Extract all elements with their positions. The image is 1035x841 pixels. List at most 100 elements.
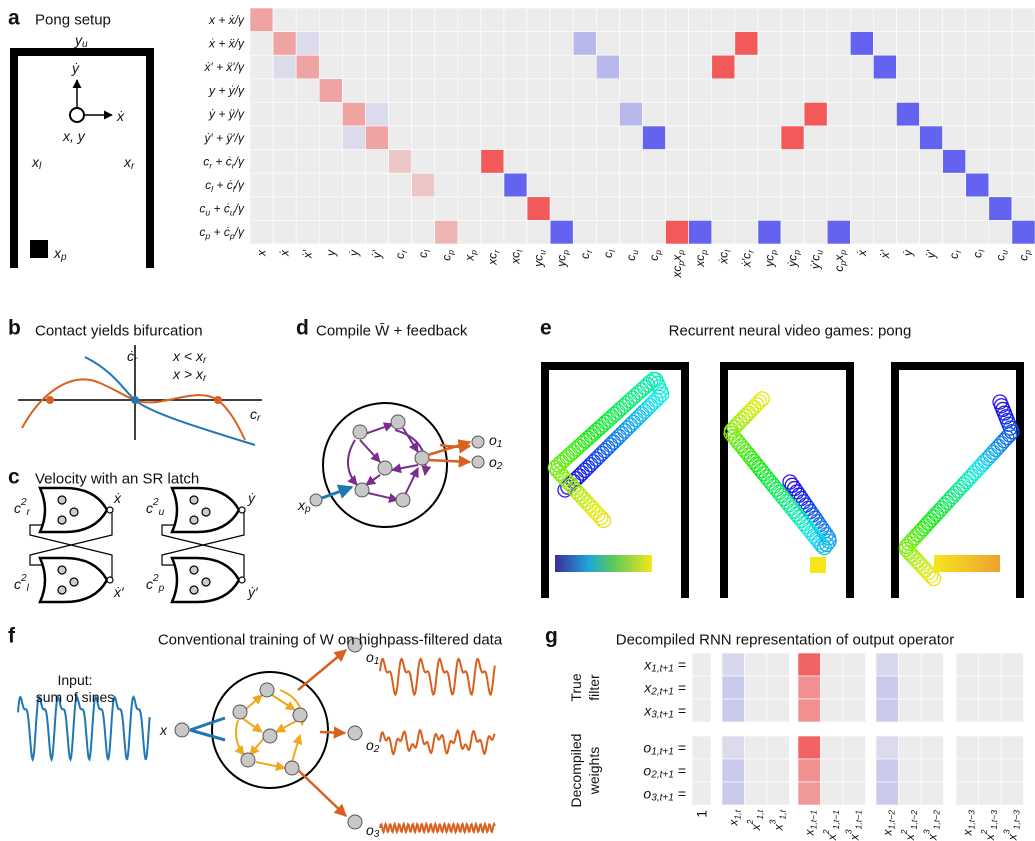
heatmap-cell — [758, 55, 781, 79]
trajectory-ring — [632, 410, 646, 424]
heatmap-cell — [850, 102, 873, 126]
heatmap-cell — [712, 8, 735, 32]
row-label: o3,t+1 = — [643, 786, 686, 804]
heatmap-cell — [921, 699, 944, 722]
heatmap-cell — [712, 126, 735, 150]
heatmap-cell — [458, 197, 481, 221]
heatmap-cell — [798, 699, 821, 722]
label-part: p — [792, 250, 802, 256]
heatmap-cell — [666, 150, 689, 174]
heatmap-cell — [921, 736, 944, 759]
heatmap-cell — [876, 736, 899, 759]
trajectory-ring — [557, 453, 571, 467]
heatmap-cell — [504, 55, 527, 79]
heatmap-cell — [481, 102, 504, 126]
label-part: p — [158, 583, 165, 594]
heatmap-cell — [389, 126, 412, 150]
column-label: 1 — [694, 810, 710, 818]
heatmap-cell — [979, 676, 1002, 699]
column-label: x1,t−1 — [802, 810, 818, 837]
heatmap-cell — [781, 79, 804, 103]
waveform — [380, 730, 495, 754]
heatmap-cell — [619, 8, 642, 32]
heatmap-cell — [943, 79, 966, 103]
heatmap-cell — [596, 8, 619, 32]
heatmap-cell — [689, 102, 712, 126]
heatmap-cell — [896, 102, 919, 126]
trajectory-ring — [626, 391, 640, 405]
heatmap-cell — [943, 32, 966, 56]
column-label: x1,t−2 — [880, 810, 896, 837]
column-label: x21,t−2 — [899, 810, 919, 841]
heatmap-cell — [596, 32, 619, 56]
heatmap-cell — [527, 55, 550, 79]
trajectory-ring — [744, 403, 758, 417]
row-label: ẋ′ + ẍ′/γ — [203, 60, 245, 74]
trajectory-ring — [618, 424, 632, 438]
heatmap-cell — [296, 102, 319, 126]
heatmap-cell — [735, 220, 758, 244]
heatmap-cell — [1001, 759, 1024, 782]
row-label: x2,t+1 = — [643, 680, 686, 698]
heatmap-cell — [821, 676, 844, 699]
heatmap-cell — [850, 55, 873, 79]
column-label: xcl — [509, 249, 525, 265]
heatmap-cell — [735, 32, 758, 56]
label: o2 — [489, 454, 503, 472]
label-part: yc — [532, 255, 546, 268]
trajectory-ring — [910, 554, 924, 568]
heatmap-cell — [273, 150, 296, 174]
heatmap-cell — [1012, 8, 1035, 32]
heatmap-cell — [767, 759, 790, 782]
heatmap-cell — [956, 759, 979, 782]
heatmap-cell — [412, 150, 435, 174]
trajectory-ring — [638, 404, 652, 418]
trajectory-ring — [1000, 431, 1014, 445]
label-part: x > x — [172, 366, 204, 382]
trajectory-ring — [747, 400, 761, 414]
label: c2r — [14, 497, 31, 518]
heatmap-cell — [966, 220, 989, 244]
trajectory-ring — [595, 446, 609, 460]
heatmap-cell — [873, 102, 896, 126]
heatmap-cell — [712, 197, 735, 221]
label-part: yc — [555, 255, 569, 268]
trajectory-ring — [606, 435, 620, 449]
trajectory-ring — [927, 510, 941, 524]
heatmap-cell — [712, 150, 735, 174]
label-part: o — [643, 740, 651, 756]
label-part: 1,t−3 — [989, 810, 999, 830]
heatmap-cell — [342, 55, 365, 79]
trajectory-ring — [605, 410, 619, 424]
label-part: xc — [693, 255, 707, 268]
heatmap-cell — [896, 32, 919, 56]
heatmap-cell — [692, 782, 711, 805]
heatmap-cell — [798, 676, 821, 699]
trajectory-ring — [635, 383, 649, 397]
heatmap-cell — [745, 676, 768, 699]
trajectory-ring — [569, 442, 583, 456]
heatmap-cell — [319, 102, 342, 126]
heatmap-cell — [735, 55, 758, 79]
label-part: 2 — [821, 829, 831, 835]
heatmap-cell — [798, 653, 821, 676]
trajectory-ring — [596, 418, 610, 432]
heatmap-cell — [643, 102, 666, 126]
trajectory-ring — [736, 412, 750, 426]
trajectory-ring — [598, 444, 612, 458]
heatmap-cell — [666, 173, 689, 197]
heatmap-cell — [666, 79, 689, 103]
heatmap-cell — [920, 126, 943, 150]
trajectory-ring — [581, 460, 595, 474]
heatmap-cell — [596, 173, 619, 197]
trajectory-ring — [739, 409, 753, 423]
heatmap-cell — [273, 8, 296, 32]
heatmap-cell — [1001, 736, 1024, 759]
trajectory-ring — [629, 413, 643, 427]
heatmap-cell — [989, 79, 1012, 103]
label-part: x < x — [172, 348, 204, 364]
group-label: Decompiled — [568, 734, 584, 808]
heatmap-cell — [458, 8, 481, 32]
heatmap-cell — [250, 126, 273, 150]
heatmap-cell — [781, 220, 804, 244]
